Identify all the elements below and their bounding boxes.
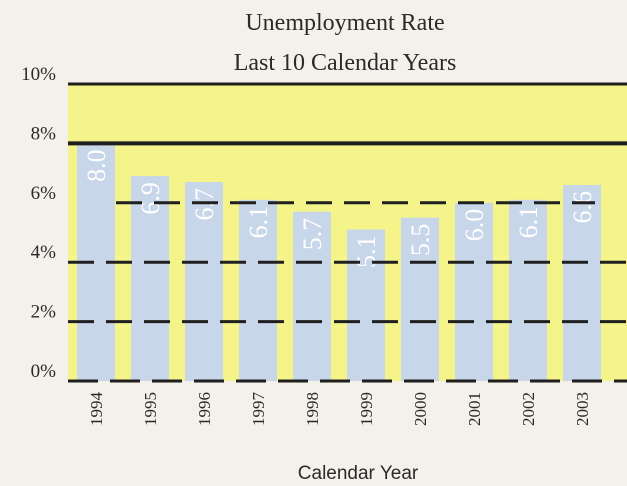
bar-1998 [293, 211, 331, 381]
data-label-1995: 6.9 [136, 182, 165, 215]
data-label-2002: 6.1 [514, 206, 543, 239]
x-tick-label-2001: 2001 [465, 392, 484, 426]
x-tick-label-1997: 1997 [249, 392, 268, 427]
bar-2001 [455, 202, 493, 381]
y-tick-label-2: 2% [31, 302, 57, 323]
bar-1996 [185, 182, 223, 381]
y-tick-label-0: 0% [31, 361, 57, 382]
data-label-1994: 8.0 [82, 149, 111, 182]
y-tick-label-10: 10% [21, 64, 56, 85]
gridlines-group [68, 82, 627, 383]
x-tick-label-1994: 1994 [87, 392, 106, 427]
data-label-2001: 6.0 [460, 209, 489, 242]
y-tick-label-4: 4% [31, 242, 57, 263]
bar-2003 [563, 184, 601, 381]
chart-title-line-2: Last 10 Calendar Years [234, 50, 457, 76]
x-tick-label-2003: 2003 [573, 392, 592, 426]
bar-2000 [401, 217, 439, 381]
chart-title-line-1: Unemployment Rate [245, 10, 444, 36]
y-tick-label-6: 6% [31, 183, 57, 204]
data-label-2003: 6.6 [568, 191, 597, 224]
y-axis-ticks: 0% 2% 4% 6% 8% 10% [21, 64, 56, 382]
x-tick-label-1999: 1999 [357, 392, 376, 426]
bars-group: 8.06.9 6.76.1 5.75.1 5.5 6.0 6.1 6.6 [77, 143, 601, 381]
bar-1995 [131, 176, 169, 381]
bar-1999 [347, 229, 385, 381]
y-tick-label-8: 8% [31, 123, 57, 144]
x-tick-label-1998: 1998 [303, 392, 322, 426]
x-tick-label-2000: 2000 [411, 392, 430, 426]
x-tick-label-2002: 2002 [519, 392, 538, 426]
bar-1997 [239, 199, 277, 381]
data-label-2000: 5.5 [406, 224, 435, 257]
x-axis-label: Calendar Year [298, 463, 419, 484]
x-tick-label-1995: 1995 [141, 392, 160, 426]
data-label-1997: 6.1 [244, 206, 273, 239]
x-axis-ticks: 1994 1995 1996 1997 1998 1999 2000 2001 2002 2003 [87, 392, 592, 427]
bar-2002 [509, 199, 547, 381]
x-tick-label-1996: 1996 [195, 392, 214, 426]
data-label-1998: 5.7 [298, 218, 327, 251]
